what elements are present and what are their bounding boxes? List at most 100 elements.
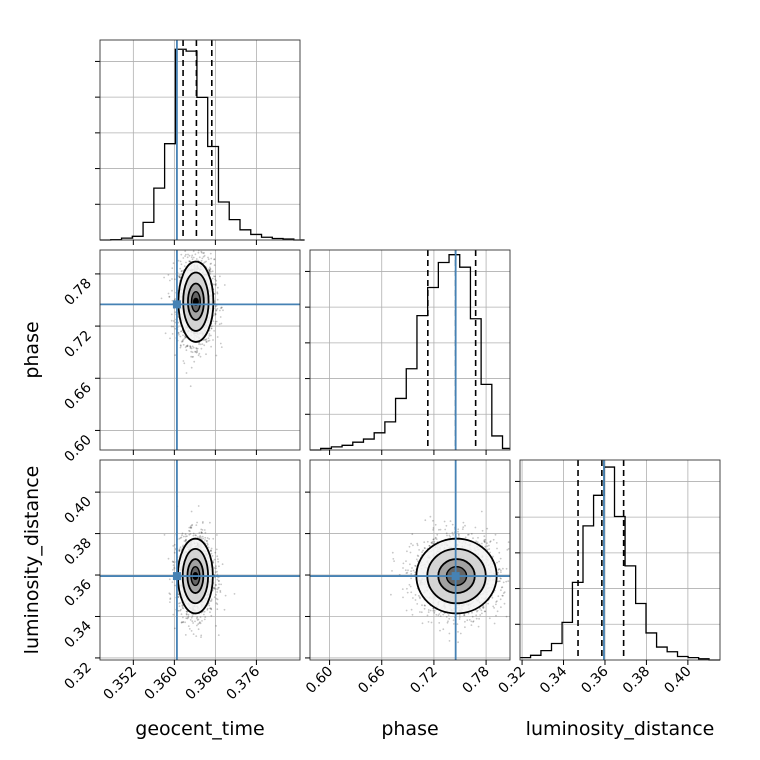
sample-point [448, 534, 451, 537]
sample-point [203, 252, 206, 254]
sample-point [199, 616, 202, 618]
sample-point [194, 620, 196, 623]
sample-point [180, 613, 183, 616]
sample-point [178, 602, 180, 605]
sample-point [184, 336, 187, 338]
sample-point [182, 544, 185, 547]
sample-point [210, 327, 213, 330]
sample-point [188, 254, 191, 257]
sample-point [499, 598, 502, 601]
sample-point [483, 535, 486, 538]
sample-point [209, 263, 212, 265]
sample-point [424, 519, 427, 522]
sample-point [172, 613, 175, 616]
sample-point [197, 505, 200, 507]
sample-point [209, 549, 212, 552]
sample-point [204, 339, 207, 341]
sample-point [180, 330, 182, 333]
sample-point [200, 259, 203, 262]
sample-point [204, 616, 207, 618]
sample-point [499, 557, 502, 560]
sample-point [424, 604, 426, 607]
sample-point [489, 551, 491, 554]
sample-point [199, 621, 201, 624]
sample-point [433, 541, 436, 543]
sample-point [174, 354, 177, 356]
sample-point [174, 327, 177, 330]
sample-point [184, 335, 186, 337]
sample-point [179, 267, 182, 270]
sample-point [191, 523, 194, 526]
sample-point [217, 560, 220, 563]
sample-point [457, 534, 460, 537]
sample-point [484, 610, 487, 613]
sample-point [197, 354, 200, 357]
sample-point [220, 307, 222, 310]
sample-point [209, 607, 212, 610]
sample-point [168, 578, 171, 581]
sample-point [475, 540, 477, 543]
sample-point [186, 344, 189, 347]
sample-point [434, 523, 437, 526]
sample-point [211, 555, 214, 557]
sample-point [199, 535, 202, 537]
sample-point [476, 610, 478, 613]
sample-point [404, 569, 407, 572]
sample-point [180, 621, 183, 624]
sample-point [435, 613, 438, 616]
sample-point [206, 607, 209, 610]
sample-point [167, 292, 170, 295]
sample-point [458, 536, 460, 539]
sample-point [498, 568, 500, 570]
sample-point [480, 510, 483, 513]
sample-point [208, 270, 211, 272]
sample-point [189, 619, 192, 621]
sample-point [195, 347, 198, 349]
sample-point [202, 339, 205, 341]
sample-point [182, 343, 185, 346]
sample-point [233, 593, 236, 595]
sample-point [484, 538, 487, 541]
sample-point [184, 634, 187, 636]
sample-point [180, 330, 183, 332]
sample-point [209, 521, 211, 524]
sample-point [217, 576, 220, 579]
sample-point [211, 270, 214, 273]
sample-point [202, 537, 205, 540]
sample-point [184, 535, 187, 538]
sample-point [180, 263, 183, 266]
panel-content [100, 250, 300, 450]
sample-point [185, 610, 188, 613]
sample-point [191, 258, 194, 261]
sample-point [182, 621, 185, 623]
sample-point [191, 351, 194, 354]
sample-point [191, 620, 194, 623]
sample-point [495, 614, 497, 617]
sample-point [483, 541, 486, 543]
sample-point [223, 284, 226, 286]
sample-point [191, 615, 194, 617]
density-panel-geocent_time-luminosity_distance [99, 459, 301, 661]
sample-point [459, 632, 462, 635]
sample-point [213, 330, 216, 332]
sample-point [200, 531, 203, 534]
sample-point [185, 538, 188, 541]
sample-point [190, 350, 193, 353]
sample-point [488, 617, 491, 620]
sample-point [172, 320, 175, 322]
sample-point [448, 640, 451, 642]
sample-point [435, 538, 438, 540]
sample-point [182, 257, 185, 259]
sample-point [180, 621, 183, 624]
sample-point [187, 253, 189, 256]
sample-point [192, 534, 195, 537]
sample-point [171, 581, 174, 583]
sample-point [190, 630, 193, 632]
sample-point [215, 304, 218, 307]
sample-point [177, 609, 180, 612]
sample-point [185, 253, 187, 256]
sample-point [498, 551, 501, 554]
sample-point [218, 323, 221, 326]
sample-point [216, 578, 219, 581]
sample-point [179, 537, 182, 539]
